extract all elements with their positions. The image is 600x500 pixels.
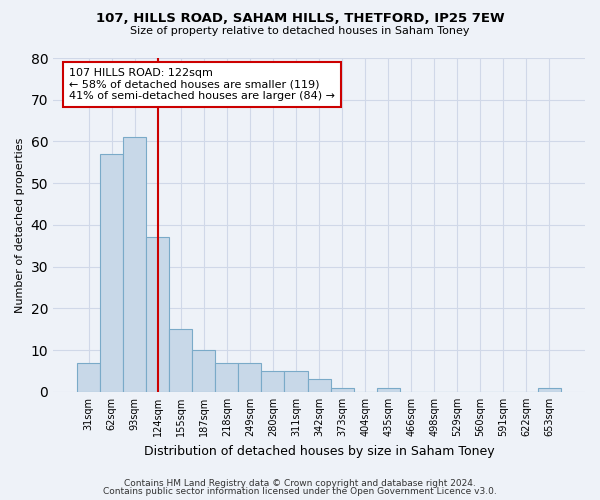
Bar (377, 388, 400, 392)
Bar (169, 330, 193, 392)
Bar (123, 138, 146, 392)
Text: 107, HILLS ROAD, SAHAM HILLS, THETFORD, IP25 7EW: 107, HILLS ROAD, SAHAM HILLS, THETFORD, … (95, 12, 505, 26)
X-axis label: Distribution of detached houses by size in Saham Toney: Distribution of detached houses by size … (144, 444, 494, 458)
Bar (284, 371, 308, 392)
Bar (100, 154, 123, 392)
Bar (77, 362, 100, 392)
Y-axis label: Number of detached properties: Number of detached properties (15, 138, 25, 312)
Text: 107 HILLS ROAD: 122sqm
← 58% of detached houses are smaller (119)
41% of semi-de: 107 HILLS ROAD: 122sqm ← 58% of detached… (69, 68, 335, 101)
Text: Contains public sector information licensed under the Open Government Licence v3: Contains public sector information licen… (103, 487, 497, 496)
Bar (331, 388, 353, 392)
Text: Size of property relative to detached houses in Saham Toney: Size of property relative to detached ho… (130, 26, 470, 36)
Bar (308, 380, 331, 392)
Bar (215, 362, 238, 392)
Text: Contains HM Land Registry data © Crown copyright and database right 2024.: Contains HM Land Registry data © Crown c… (124, 478, 476, 488)
Bar (193, 350, 215, 392)
Bar (238, 362, 262, 392)
Bar (146, 238, 169, 392)
Bar (538, 388, 561, 392)
Bar (262, 371, 284, 392)
